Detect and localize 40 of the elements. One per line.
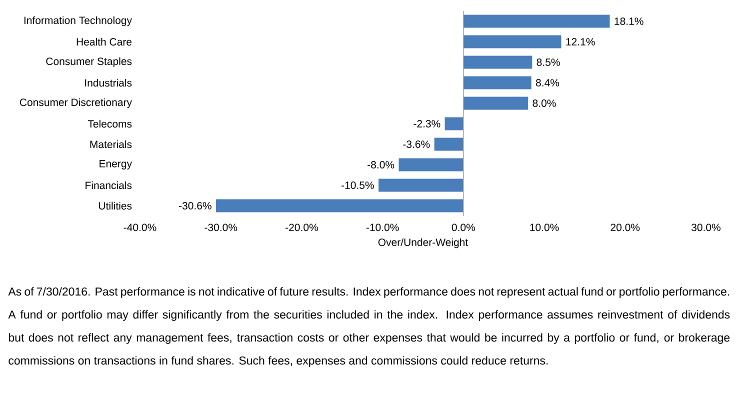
data-label: -8.0% [368, 161, 394, 168]
data-label: 12.1% [566, 38, 595, 46]
data-label: 8.0% [532, 100, 556, 107]
x-tick-label: 30.0% [691, 224, 720, 232]
x-tick-label: 0.0% [452, 224, 476, 232]
bar [463, 76, 532, 90]
y-tick-label: Utilities [99, 202, 132, 210]
x-tick-label: -10.0% [366, 224, 399, 232]
y-tick-label: Materials [90, 140, 132, 148]
y-tick-label: Information Technology [24, 16, 132, 26]
x-tick-label: 10.0% [530, 224, 559, 232]
data-label: 8.5% [536, 58, 560, 66]
x-tick-label: 20.0% [610, 224, 640, 232]
data-label: 18.1% [614, 18, 644, 25]
bar [463, 96, 528, 110]
bar [463, 14, 610, 28]
data-label: -3.6% [403, 140, 430, 148]
data-label: -2.3% [414, 120, 440, 128]
y-tick-label: Financials [86, 181, 132, 190]
bar [398, 158, 464, 172]
data-label: -10.5% [342, 182, 374, 189]
x-tick-label: -30.0% [204, 224, 238, 232]
x-tick-label: -40.0% [124, 224, 156, 232]
y-tick-label: Health Care [76, 38, 132, 46]
bar [463, 56, 532, 69]
text: As of 7/30/2016. Past performance is not indicative of future results. Index performance does not represent actual fund or portfolio performance. A fund or portfolio may differ significantly from the securities included in the index. Index performance assumes reinvestment of dividends but does not reflect any management fees, transaction costs or other expenses that would be incurred by a portfolio or fund, or brokerage commissions on transactions in fund shares. Such fees, expenses and commissions could reduce returns. [8, 287, 730, 367]
y-tick-label: Industrials [85, 78, 132, 87]
data-label: 8.4% [536, 79, 560, 86]
y-tick-label: Consumer Staples [46, 57, 132, 68]
x-axis-title: Over/Under-Weight [378, 238, 468, 248]
bar [216, 199, 464, 212]
y-tick-label: Telecoms [88, 120, 132, 128]
data-label: -30.6% [179, 202, 212, 210]
y-tick-label: Consumer Discretionary [20, 98, 132, 108]
bar [444, 117, 464, 130]
x-tick-label: -20.0% [286, 224, 318, 232]
bar [463, 35, 562, 48]
bar [378, 178, 464, 192]
bar [434, 138, 464, 151]
y-tick-label: Energy [100, 160, 132, 170]
